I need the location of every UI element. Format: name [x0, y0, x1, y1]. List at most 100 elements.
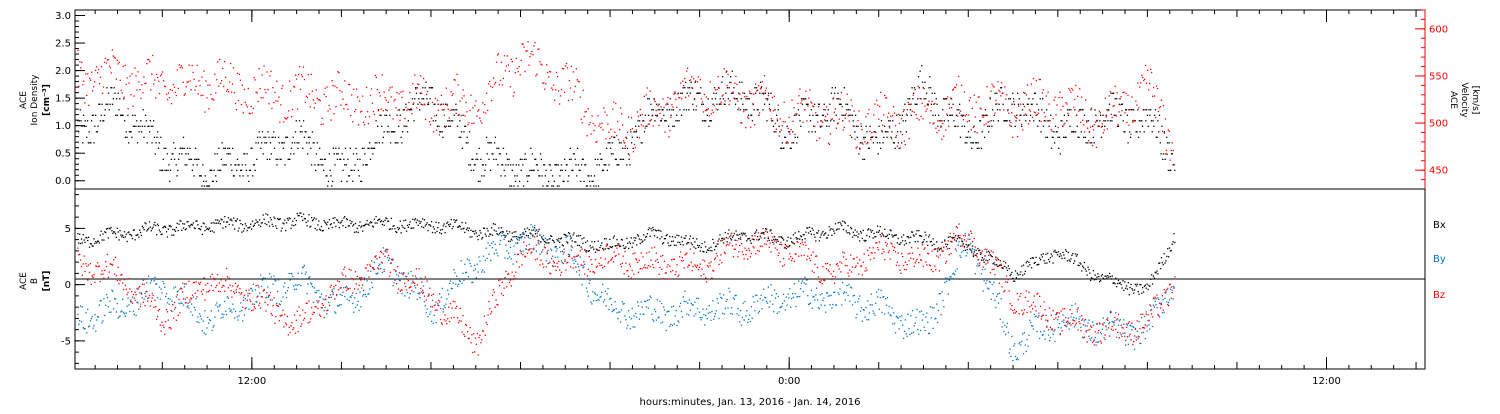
b-bx-point — [471, 236, 472, 237]
density-point — [936, 104, 937, 105]
velocity-point — [671, 104, 672, 105]
velocity-point — [785, 121, 786, 122]
density-point — [721, 82, 722, 83]
b-by-point — [238, 319, 239, 320]
velocity-point — [444, 115, 445, 116]
b-bx-point — [281, 228, 282, 229]
b-by-point — [527, 228, 528, 229]
density-point — [607, 170, 608, 171]
b-bx-point — [947, 244, 948, 245]
density-point — [194, 159, 195, 160]
b-by-point — [160, 299, 161, 300]
velocity-point — [425, 119, 426, 120]
b-by-point — [977, 263, 978, 264]
b-by-point — [268, 296, 269, 297]
b-bx-point — [531, 229, 532, 230]
b-by-point — [127, 297, 128, 298]
density-point — [1095, 115, 1096, 116]
density-point — [1174, 170, 1175, 171]
velocity-point — [548, 76, 549, 77]
b-by-point — [1104, 322, 1105, 323]
b-by-point — [528, 237, 529, 238]
b-bx-point — [165, 227, 166, 228]
density-point — [385, 109, 386, 110]
velocity-point — [295, 75, 296, 76]
velocity-point — [452, 95, 453, 96]
density-point — [676, 115, 677, 116]
density-point — [140, 120, 141, 121]
b-bx-point — [172, 229, 173, 230]
velocity-point — [328, 105, 329, 106]
b-bx-point — [358, 232, 359, 233]
b-bx-point — [926, 241, 927, 242]
velocity-point — [1029, 109, 1030, 110]
b-by-point — [674, 323, 675, 324]
b-by-point — [1057, 319, 1058, 320]
density-point — [95, 115, 96, 116]
velocity-point — [128, 82, 129, 83]
velocity-point — [401, 97, 402, 98]
b-bx-point — [992, 256, 993, 257]
b-bx-point — [466, 229, 467, 230]
density-point — [935, 115, 936, 116]
velocity-point — [817, 121, 818, 122]
velocity-point — [513, 95, 514, 96]
b-bx-point — [838, 222, 839, 223]
density-point — [569, 159, 570, 160]
density-point — [637, 120, 638, 121]
density-point — [547, 185, 548, 186]
density-point — [811, 131, 812, 132]
b-by-point — [545, 238, 546, 239]
velocity-point — [777, 118, 778, 119]
velocity-point — [123, 66, 124, 67]
b-bx-point — [671, 241, 672, 242]
b-by-point — [176, 296, 177, 297]
velocity-point — [83, 81, 84, 82]
density-point — [178, 159, 179, 160]
b-bx-point — [138, 237, 139, 238]
b-by-point — [601, 292, 602, 293]
b-by-point — [744, 319, 745, 320]
b-bx-point — [756, 229, 757, 230]
velocity-point — [694, 99, 695, 100]
b-by-point — [859, 295, 860, 296]
b-by-point — [830, 295, 831, 296]
density-point — [471, 170, 472, 171]
b-bx-point — [737, 235, 738, 236]
velocity-point — [361, 111, 362, 112]
velocity-point — [724, 100, 725, 101]
b-by-point — [495, 249, 496, 250]
b-by-point — [467, 259, 468, 260]
velocity-point — [224, 61, 225, 62]
velocity-point — [666, 103, 667, 104]
b-bx-point — [96, 242, 97, 243]
b-bx-point — [287, 218, 288, 219]
b-by-point — [341, 295, 342, 296]
b-by-point — [424, 301, 425, 302]
density-point — [524, 159, 525, 160]
velocity-point — [746, 96, 747, 97]
velocity-point — [369, 116, 370, 117]
b-by-point — [761, 295, 762, 296]
velocity-point — [259, 88, 260, 89]
velocity-point — [522, 44, 523, 45]
b-bx-point — [443, 225, 444, 226]
velocity-point — [766, 87, 767, 88]
b-bx-point — [454, 222, 455, 223]
velocity-point — [1100, 112, 1101, 113]
velocity-point — [151, 73, 152, 74]
velocity-point — [1016, 118, 1017, 119]
b-by-point — [440, 308, 441, 309]
b-by-point — [211, 310, 212, 311]
b-bx-point — [305, 218, 306, 219]
b-bx-point — [306, 222, 307, 223]
density-point — [137, 142, 138, 143]
velocity-point — [961, 85, 962, 86]
density-point — [756, 87, 757, 88]
b-bx-point — [929, 234, 930, 235]
density-point — [126, 131, 127, 132]
density-point — [641, 142, 642, 143]
velocity-point — [966, 114, 967, 115]
b-bx-point — [561, 237, 562, 238]
velocity-point — [508, 65, 509, 66]
